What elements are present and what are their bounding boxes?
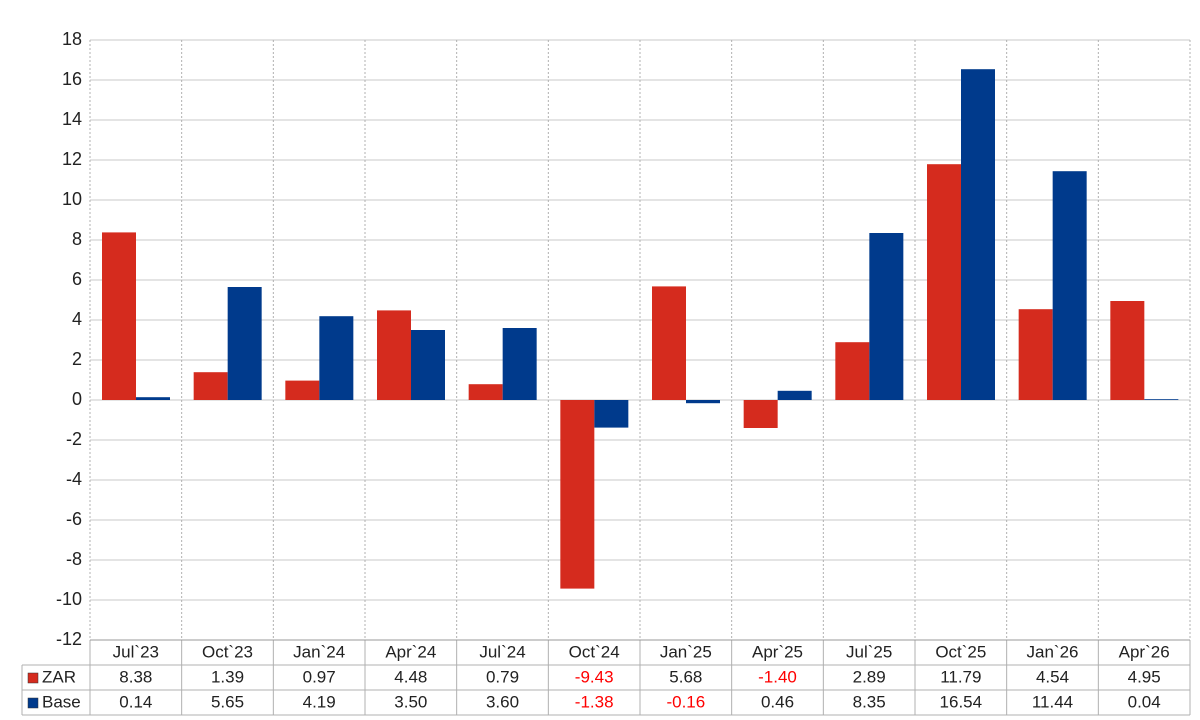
x-tick-label: Apr`25	[752, 642, 803, 661]
x-tick-label: Jul`24	[479, 642, 525, 661]
y-tick-label: -10	[56, 589, 82, 609]
bar	[102, 232, 136, 400]
value-label: 4.54	[1036, 667, 1069, 686]
bar	[285, 380, 320, 400]
bar	[652, 286, 686, 400]
value-label: 3.50	[394, 692, 427, 711]
bar	[835, 342, 870, 400]
value-label: -9.43	[575, 667, 614, 686]
value-label: 1.39	[211, 667, 244, 686]
y-tick-label: -12	[56, 629, 82, 649]
value-label: 11.79	[940, 667, 981, 686]
y-tick-label: 6	[72, 269, 82, 289]
x-tick-label: Jan`26	[1027, 642, 1079, 661]
y-tick-label: -4	[66, 469, 82, 489]
value-label: 4.19	[303, 692, 336, 711]
value-label: 11.44	[1032, 692, 1073, 711]
x-tick-label: Jan`25	[660, 642, 712, 661]
x-tick-label: Oct`23	[202, 642, 253, 661]
y-tick-label: 18	[62, 29, 82, 49]
x-tick-label: Oct`25	[935, 642, 986, 661]
value-label: 0.14	[119, 692, 152, 711]
bar	[743, 400, 778, 428]
value-label: 3.60	[486, 692, 519, 711]
y-tick-label: 0	[72, 389, 82, 409]
value-label: 0.04	[1128, 692, 1161, 711]
bar	[193, 372, 228, 400]
value-label: 4.95	[1128, 667, 1161, 686]
y-tick-label: -6	[66, 509, 82, 529]
bar	[961, 69, 995, 400]
value-label: 5.68	[669, 667, 702, 686]
bar	[1110, 301, 1145, 400]
value-label: 8.35	[853, 692, 886, 711]
bar	[377, 310, 411, 400]
bar	[686, 400, 720, 404]
x-tick-label: Jul`23	[113, 642, 159, 661]
value-label: 2.89	[853, 667, 886, 686]
bar	[136, 397, 170, 400]
bar	[319, 316, 354, 400]
bar	[502, 328, 537, 400]
y-tick-label: 12	[62, 149, 82, 169]
y-tick-label: 16	[62, 69, 82, 89]
bar	[1144, 399, 1179, 400]
value-label: 0.97	[303, 667, 336, 686]
legend-marker	[27, 672, 39, 684]
y-tick-label: -8	[66, 549, 82, 569]
value-label: -1.38	[575, 692, 614, 711]
value-label: -1.40	[758, 667, 797, 686]
bar	[411, 330, 445, 400]
value-label: 8.38	[119, 667, 152, 686]
x-tick-label: Jul`25	[846, 642, 892, 661]
x-tick-label: Jan`24	[293, 642, 345, 661]
legend-label: ZAR	[42, 667, 76, 686]
value-label: -0.16	[666, 692, 705, 711]
x-tick-label: Apr`24	[385, 642, 436, 661]
bar	[869, 233, 904, 400]
bar	[777, 390, 812, 400]
legend-label: Base	[42, 692, 81, 711]
bar	[1018, 309, 1053, 400]
x-tick-label: Oct`24	[569, 642, 620, 661]
y-tick-label: 4	[72, 309, 82, 329]
bar	[468, 384, 503, 400]
value-label: 16.54	[940, 692, 983, 711]
value-label: 5.65	[211, 692, 244, 711]
bar	[227, 287, 262, 400]
y-tick-label: 2	[72, 349, 82, 369]
bar	[594, 400, 629, 428]
value-label: 0.46	[761, 692, 794, 711]
bar	[927, 164, 961, 400]
x-tick-label: Apr`26	[1119, 642, 1170, 661]
value-label: 4.48	[394, 667, 427, 686]
y-tick-label: 8	[72, 229, 82, 249]
bar	[560, 400, 595, 589]
value-label: 0.79	[486, 667, 519, 686]
y-tick-label: 14	[62, 109, 82, 129]
bar	[1052, 171, 1087, 400]
y-tick-label: 10	[62, 189, 82, 209]
legend-marker	[27, 697, 39, 709]
y-tick-label: -2	[66, 429, 82, 449]
